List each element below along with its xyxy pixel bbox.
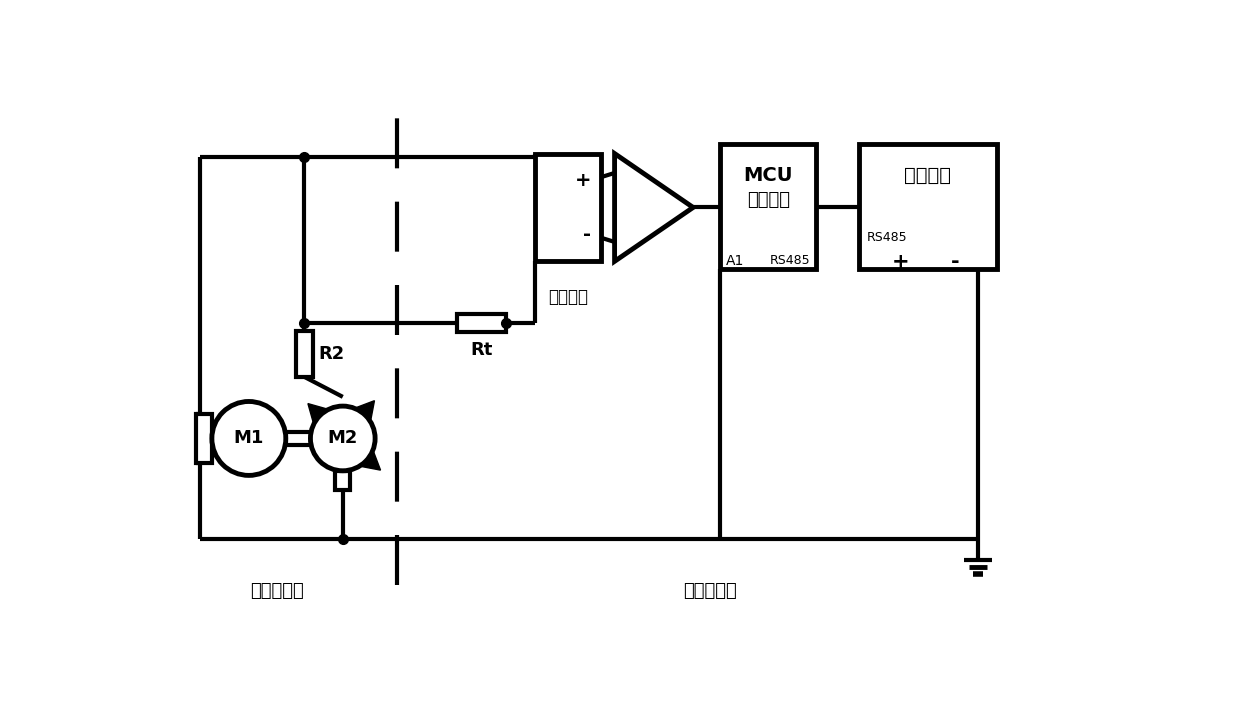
- Text: M2: M2: [327, 430, 358, 447]
- Text: Rt: Rt: [470, 341, 493, 359]
- Bar: [335, 471, 351, 490]
- Text: RS485: RS485: [866, 230, 907, 244]
- Text: 热室外电路: 热室外电路: [684, 582, 737, 600]
- Text: M1: M1: [234, 430, 264, 447]
- Polygon shape: [357, 401, 374, 420]
- Text: A1: A1: [726, 253, 745, 267]
- Text: RS485: RS485: [769, 253, 810, 267]
- Bar: [535, 154, 601, 261]
- Polygon shape: [362, 452, 380, 470]
- Text: MCU: MCU: [743, 166, 793, 185]
- Circle shape: [212, 402, 286, 475]
- Bar: [457, 314, 506, 332]
- Circle shape: [311, 406, 375, 471]
- Bar: [296, 331, 312, 377]
- Polygon shape: [309, 404, 326, 422]
- Text: 测控系统: 测控系统: [747, 190, 789, 208]
- Text: -: -: [584, 225, 591, 244]
- Bar: [859, 145, 997, 269]
- Text: 热室内电路: 热室内电路: [250, 582, 305, 600]
- Text: -: -: [950, 252, 959, 272]
- Bar: [197, 413, 212, 463]
- Text: R2: R2: [318, 345, 344, 363]
- Text: +: +: [892, 252, 909, 272]
- Text: 程控电源: 程控电源: [904, 166, 952, 185]
- Text: +: +: [575, 171, 591, 190]
- Text: 隔离运放: 隔离运放: [548, 289, 589, 306]
- Bar: [720, 145, 817, 269]
